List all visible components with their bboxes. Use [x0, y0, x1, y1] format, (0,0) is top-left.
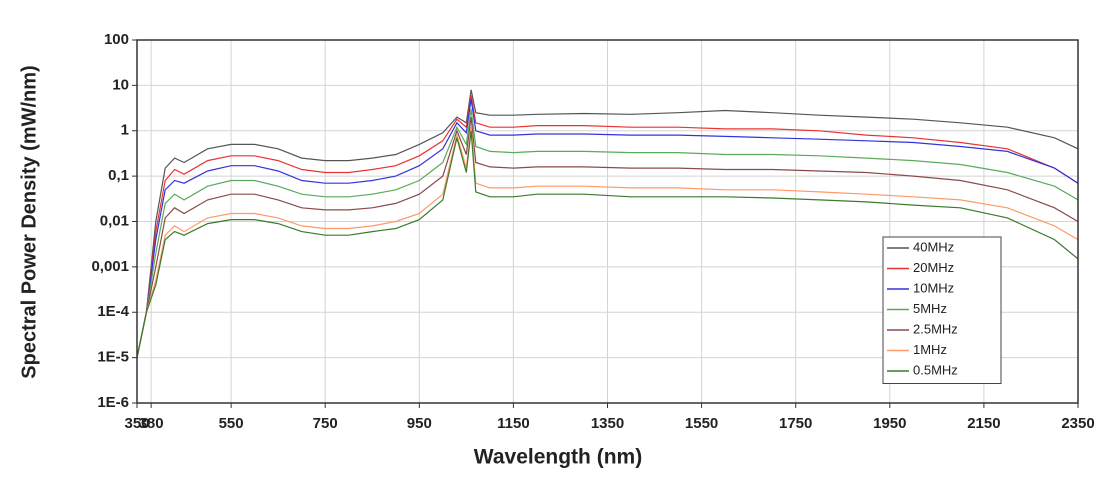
series-line	[136, 95, 1079, 358]
x-tick-label: 1350	[591, 415, 624, 432]
x-tick-label: 1950	[873, 415, 906, 432]
y-tick-label: 10	[112, 76, 129, 93]
x-tick-label: 1750	[779, 415, 812, 432]
x-tick-label: 1150	[497, 415, 530, 432]
series-line	[136, 98, 1079, 358]
y-tick-label: 100	[104, 31, 129, 48]
x-tick-label: 380	[139, 415, 164, 432]
y-tick-label: 1E-4	[97, 303, 129, 320]
legend-label: 5MHz	[913, 301, 947, 316]
legend-label: 2.5MHz	[913, 321, 958, 336]
y-axis-title: Spectral Power Density (mW/nm)	[18, 65, 40, 378]
x-tick-label: 1550	[685, 415, 718, 432]
legend-label: 0.5MHz	[913, 362, 958, 377]
series-line	[136, 130, 1079, 358]
series-line	[136, 109, 1079, 358]
legend-label: 40MHz	[913, 239, 954, 254]
legend-label: 10MHz	[913, 280, 954, 295]
x-axis-title: Wavelength (nm)	[474, 446, 642, 469]
x-tick-label: 750	[313, 415, 338, 432]
y-tick-label: 1	[121, 122, 129, 139]
series-line	[136, 127, 1079, 358]
y-tick-label: 0,001	[91, 258, 129, 275]
legend-label: 20MHz	[913, 260, 954, 275]
legend-label: 1MHz	[913, 342, 947, 357]
x-tick-label: 550	[219, 415, 244, 432]
y-tick-label: 1E-6	[97, 394, 129, 411]
x-tick-label: 350	[124, 415, 149, 432]
y-tick-label: 0,01	[100, 212, 129, 229]
plot-frame	[136, 39, 1079, 404]
y-tick-label: 0,1	[108, 167, 129, 184]
series-line	[136, 89, 1079, 358]
x-tick-label: 2150	[967, 415, 1000, 432]
series-line	[136, 117, 1079, 358]
y-tick-label: 1E-5	[97, 349, 129, 366]
x-tick-label: 950	[407, 415, 432, 432]
x-tick-label: 2350	[1061, 415, 1094, 432]
